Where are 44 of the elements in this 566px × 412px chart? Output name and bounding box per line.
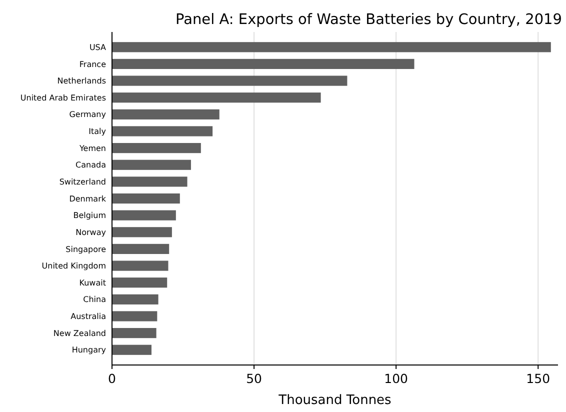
- bar: [112, 278, 168, 288]
- bar: [112, 143, 201, 154]
- y-tick-label: United Arab Emirates: [20, 93, 106, 102]
- y-tick-label: Italy: [88, 127, 106, 136]
- y-tick-label: Canada: [76, 160, 106, 170]
- bar: [112, 227, 172, 238]
- bar: [112, 260, 168, 271]
- y-tick-label: Singapore: [66, 244, 106, 254]
- x-tick-label: 0: [108, 371, 116, 386]
- bar: [112, 193, 180, 204]
- y-tick-label: USA: [89, 42, 107, 52]
- x-tick-label: 150: [526, 371, 550, 386]
- y-tick-label: Denmark: [69, 194, 106, 204]
- bar: [112, 126, 213, 136]
- y-tick-label: New Zealand: [53, 328, 106, 338]
- y-tick-label: Yemen: [78, 144, 106, 153]
- bar: [112, 311, 158, 322]
- bar: [112, 58, 414, 69]
- y-tick-label: Hungary: [72, 346, 106, 355]
- bar: [112, 160, 191, 170]
- x-tick-label: 50: [246, 371, 262, 386]
- bar: [112, 42, 551, 52]
- y-tick-label: China: [83, 295, 106, 304]
- y-tick-label: Germany: [69, 110, 106, 120]
- bar: [112, 294, 158, 304]
- y-tick-label: United Kingdom: [42, 262, 106, 271]
- bar: [112, 344, 152, 355]
- bar: [112, 109, 220, 120]
- bar: [112, 244, 170, 254]
- y-tick-label: Norway: [76, 228, 106, 237]
- bar: [112, 210, 176, 220]
- chart-title: Panel A: Exports of Waste Batteries by Country, 2019: [176, 12, 562, 28]
- x-tick-label: 100: [384, 371, 408, 386]
- bar: [112, 328, 156, 338]
- bar: [112, 76, 348, 86]
- y-tick-label: Switzerland: [59, 177, 106, 186]
- x-axis-title: Thousand Tonnes: [278, 393, 392, 408]
- bar: [112, 92, 321, 103]
- y-tick-label: Australia: [70, 312, 106, 322]
- y-tick-label: Belgium: [73, 211, 106, 220]
- y-tick-label: Kuwait: [79, 278, 106, 288]
- y-tick-label: France: [79, 60, 106, 69]
- bar: [112, 176, 188, 187]
- y-tick-label: Netherlands: [57, 76, 106, 86]
